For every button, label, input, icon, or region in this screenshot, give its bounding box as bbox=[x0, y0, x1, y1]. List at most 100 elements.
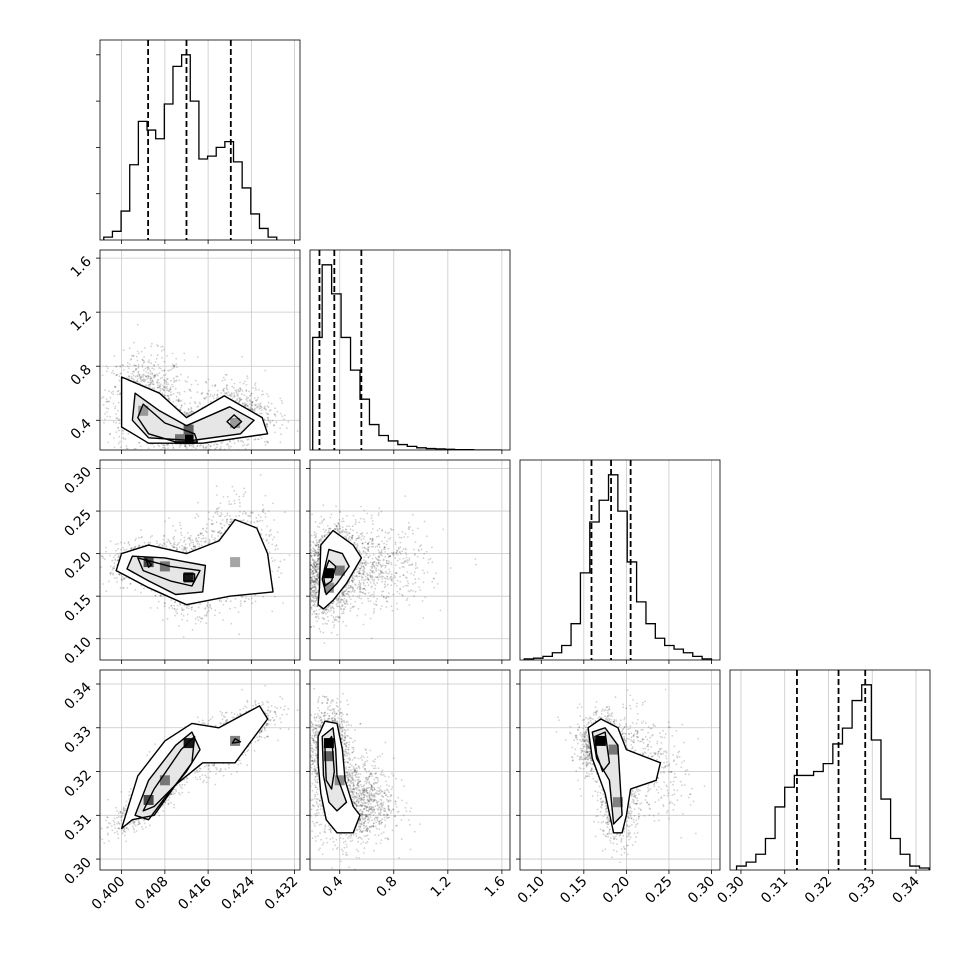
scatter-point bbox=[202, 445, 205, 447]
scatter-point bbox=[185, 606, 188, 609]
scatter-point bbox=[114, 559, 117, 562]
scatter-point bbox=[170, 393, 173, 396]
scatter-point bbox=[228, 503, 231, 506]
scatter-point bbox=[134, 545, 137, 548]
scatter-point bbox=[185, 549, 188, 552]
scatter-point bbox=[114, 385, 117, 388]
scatter-point bbox=[150, 362, 153, 365]
scatter-point bbox=[149, 381, 152, 384]
scatter-point bbox=[111, 372, 113, 374]
scatter-point bbox=[198, 401, 201, 404]
scatter-point bbox=[182, 614, 185, 617]
scatter-point bbox=[139, 376, 142, 378]
scatter-point bbox=[158, 367, 161, 369]
scatter-point bbox=[133, 364, 136, 367]
scatter-point bbox=[168, 397, 171, 399]
scatter-point bbox=[203, 397, 206, 399]
scatter-point bbox=[160, 595, 162, 598]
scatter-point bbox=[190, 608, 193, 611]
scatter-point bbox=[103, 558, 106, 561]
scatter-point bbox=[138, 373, 141, 376]
scatter-point bbox=[107, 400, 110, 403]
scatter-point bbox=[249, 407, 252, 409]
scatter-point bbox=[246, 520, 249, 522]
scatter-point bbox=[187, 613, 189, 616]
scatter-point bbox=[167, 452, 169, 454]
scatter-point bbox=[163, 395, 166, 397]
scatter-point bbox=[117, 442, 120, 445]
scatter-point bbox=[111, 567, 114, 569]
scatter-point bbox=[122, 364, 125, 367]
scatter-point bbox=[151, 379, 154, 382]
scatter-point bbox=[226, 388, 229, 391]
scatter-point bbox=[101, 374, 104, 377]
scatter-point bbox=[229, 393, 231, 396]
scatter-point bbox=[191, 629, 194, 631]
scatter-point bbox=[286, 427, 288, 430]
scatter-point bbox=[185, 551, 188, 553]
scatter-point bbox=[134, 492, 136, 494]
scatter-point bbox=[217, 535, 219, 537]
scatter-point bbox=[136, 380, 139, 383]
scatter-point bbox=[112, 370, 114, 372]
scatter-point bbox=[226, 495, 229, 498]
scatter-point bbox=[163, 378, 166, 381]
scatter-point bbox=[145, 384, 148, 387]
scatter-point bbox=[186, 381, 189, 383]
scatter-point bbox=[121, 364, 124, 367]
scatter-point bbox=[172, 365, 175, 368]
scatter-point bbox=[233, 394, 236, 397]
scatter-point bbox=[146, 366, 149, 369]
scatter-point bbox=[229, 394, 231, 396]
scatter-point bbox=[228, 451, 230, 453]
scatter-point bbox=[113, 567, 116, 570]
scatter-point bbox=[206, 604, 209, 606]
scatter-point bbox=[215, 397, 218, 400]
scatter-point bbox=[261, 390, 264, 392]
panel-border bbox=[519, 459, 721, 661]
scatter-point bbox=[283, 418, 285, 420]
scatter-point bbox=[114, 407, 116, 410]
scatter-point bbox=[178, 457, 180, 459]
scatter-point bbox=[163, 602, 166, 604]
scatter-point bbox=[211, 395, 214, 397]
scatter-point bbox=[177, 400, 180, 403]
scatter-point bbox=[190, 534, 192, 537]
scatter-point bbox=[117, 543, 119, 545]
scatter-point bbox=[239, 602, 242, 605]
scatter-point bbox=[112, 572, 114, 575]
scatter-point bbox=[126, 587, 129, 589]
scatter-point bbox=[154, 361, 157, 363]
scatter-point bbox=[194, 456, 196, 458]
scatter-point bbox=[113, 577, 116, 580]
scatter-point bbox=[273, 424, 276, 427]
scatter-point bbox=[194, 447, 197, 450]
scatter-point bbox=[176, 604, 179, 607]
scatter-point bbox=[241, 444, 244, 447]
scatter-point bbox=[211, 534, 213, 536]
scatter-point bbox=[112, 556, 115, 559]
scatter-point bbox=[118, 419, 121, 422]
scatter-point bbox=[193, 545, 196, 548]
scatter-point bbox=[190, 444, 193, 447]
scatter-point bbox=[156, 379, 159, 382]
scatter-point bbox=[175, 405, 177, 407]
scatter-point bbox=[216, 443, 219, 446]
scatter-point bbox=[130, 358, 133, 360]
scatter-point bbox=[136, 380, 139, 383]
scatter-point bbox=[173, 379, 176, 382]
scatter-point bbox=[165, 444, 168, 446]
scatter-point bbox=[109, 573, 112, 576]
scatter-point bbox=[156, 386, 159, 389]
scatter-point bbox=[194, 617, 197, 620]
scatter-point bbox=[267, 401, 270, 404]
scatter-point bbox=[243, 394, 246, 396]
scatter-point bbox=[155, 357, 158, 360]
scatter-point bbox=[171, 367, 174, 370]
scatter-point bbox=[208, 540, 211, 542]
scatter-point bbox=[212, 522, 215, 525]
scatter-point bbox=[215, 508, 218, 510]
scatter-point bbox=[187, 532, 189, 534]
scatter-point bbox=[173, 366, 176, 369]
scatter-point bbox=[220, 512, 223, 514]
